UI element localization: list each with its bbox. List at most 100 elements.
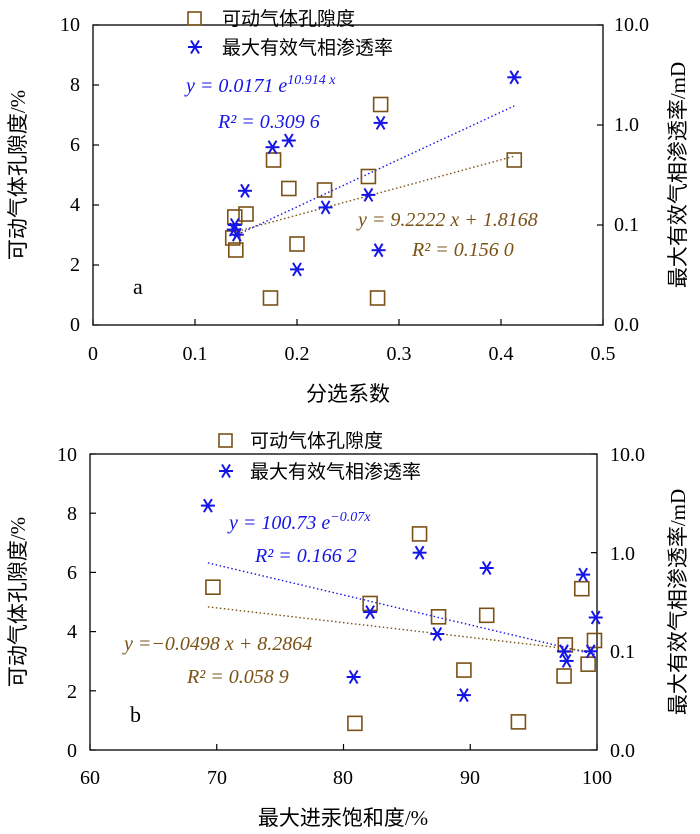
chart-b-tick-marks [89,453,598,751]
chart-b-legend-square-marker [218,433,233,448]
chart-b-xtick: 90 [460,767,480,789]
chart-a-ytick-right: 1.0 [614,114,639,136]
chart-b-xtick: 80 [333,767,353,789]
chart-b-exp-equation: y = 100.73 e−0.07x [227,510,371,534]
chart-b-xlabel: 最大进汞饱和度/% [258,806,428,830]
chart-a-ytick-right: 10.0 [614,14,649,36]
chart-a-xtick: 0.5 [591,343,616,365]
chart-b-linear-equation: y =−0.0498 x + 8.2864 [122,633,312,655]
chart-a-permeability-point [238,183,252,198]
chart-b-ylabel-left: 可动气体孔隙度/% [6,517,30,687]
chart-a-legend-asterisk-marker [188,39,202,55]
chart-b-xtick: 70 [207,767,227,789]
chart-b-permeability-point [346,669,361,685]
chart-a-points [224,70,523,306]
chart-a-xtick: 0 [88,343,98,365]
chart-a-ytick-left: 8 [70,74,80,96]
chart-b-porosity-point [580,656,596,672]
chart-a-permeability-point [227,217,242,233]
chart-a-permeability-point [229,227,244,242]
chart-b-porosity-point [347,715,363,732]
chart-b-trendlines [207,562,596,656]
chart-a-porosity-point [372,96,389,113]
chart-a-panel-label: a [133,274,143,299]
chart-b-ytick-right: 0.1 [610,641,635,663]
chart-a-ytick-left: 4 [70,194,80,216]
chart-b-ytick-right: 0.0 [610,740,635,762]
chart-a-permeability-point [318,200,333,215]
chart-a-xtick: 0.3 [387,343,412,365]
chart-a-plot-frame [92,24,604,326]
chart-a-porosity-point [316,182,333,198]
chart-a-ytick-left: 0 [70,314,80,336]
chart-a-permeability-point [281,133,296,148]
chart-b-porosity-point [586,632,603,649]
chart-a-permeability-point [361,187,376,202]
chart-b-porosity-point [556,668,572,684]
chart-a-ytick-right: 0.1 [614,214,639,236]
chart-b-linear-r2: R² = 0.058 9 [186,666,289,688]
chart-a-xtick: 0.2 [285,343,310,365]
chart-b-ytick-left: 6 [67,562,77,584]
chart-a-ytick-left: 10 [60,14,80,36]
chart-a-linear-r2: R² = 0.156 0 [411,239,514,261]
chart-b-permeability-point [576,567,591,582]
chart-b-permeability-point [430,626,445,642]
chart-b-legend-porosity: 可动气体孔隙度 [250,430,383,452]
chart-b-plot-frame [89,453,598,751]
chart-b-trendline-linear [207,606,596,653]
chart-b-permeability-point [588,610,603,625]
chart-a: 0 2 4 6 8 10 0.0 0.1 1.0 10.0 0 0.1 0.2 … [6,8,690,406]
chart-b-ytick-right: 1.0 [610,543,635,565]
chart-a-tick-marks [92,24,604,326]
chart-b-permeability-point [363,605,378,620]
chart-a-ytick-left: 6 [70,134,80,156]
chart-b-porosity-point [362,595,378,612]
chart-a-porosity-point [281,180,297,197]
chart-b-ylabel-right: 最大有效气相渗透率/mD [666,489,690,715]
chart-a-exp-r2: R² = 0.309 6 [217,111,320,133]
chart-a-permeability-point [507,70,522,85]
chart-b-permeability-point [559,653,574,668]
chart-b-exp-r2: R² = 0.166 2 [254,545,357,567]
chart-b-points [200,498,603,732]
chart-b-permeability-point [479,560,494,576]
chart-b-xtick: 100 [582,767,612,789]
chart-b-panel-label: b [130,702,141,727]
chart-a-legend-porosity: 可动气体孔隙度 [222,8,355,30]
chart-b-permeability-point [412,545,427,560]
chart-b-legend-permeability: 最大有效气相渗透率 [250,461,421,483]
chart-b-permeability-point [200,498,215,513]
chart-b: 0 2 4 6 8 10 0.0 0.1 1.0 10.0 60 70 80 9… [6,430,690,830]
chart-b-porosity-point [430,608,447,625]
chart-a-exp-equation: y = 0.0171 e10.914 x [184,73,336,97]
chart-b-ytick-right: 10.0 [610,444,645,466]
chart-a-ytick-right: 0.0 [614,314,639,336]
chart-a-permeability-point [371,243,386,258]
chart-a-porosity-point [262,290,279,306]
chart-a-permeability-point [373,115,388,130]
chart-a-porosity-point [238,206,254,222]
chart-a-xlabel: 分选系数 [306,382,390,406]
chart-b-permeability-point [583,644,598,659]
chart-b-ytick-left: 0 [67,740,77,762]
chart-b-porosity-point [478,607,495,624]
chart-a-porosity-point [228,242,244,258]
chart-a-permeability-point [290,262,304,277]
chart-a-porosity-point [369,290,386,306]
chart-b-xtick: 60 [80,767,100,789]
chart-b-porosity-point [456,662,472,678]
chart-a-porosity-point [506,152,523,168]
chart-a-ylabel-right: 最大有效气相渗透率/mD [666,62,690,288]
chart-b-ytick-left: 4 [67,621,77,643]
chart-b-porosity-point [510,714,527,730]
chart-b-legend-asterisk-marker [219,463,233,479]
chart-a-permeability-point [265,140,280,155]
chart-a-xtick: 0.4 [489,343,514,365]
chart-a-legend-permeability: 最大有效气相渗透率 [222,37,393,59]
chart-a-linear-equation: y = 9.2222 x + 1.8168 [356,209,538,231]
chart-b-permeability-point [456,688,471,703]
chart-b-permeability-point [557,644,571,659]
chart-b-porosity-point [573,580,590,597]
